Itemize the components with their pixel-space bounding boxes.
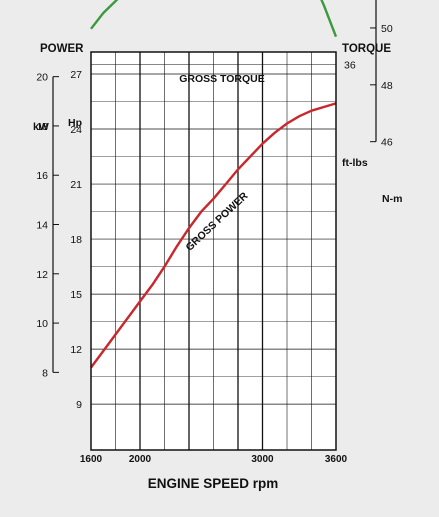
grid-lines [91, 52, 336, 450]
series-label-torque: GROSS TORQUE [179, 73, 265, 85]
ftlbs-axis-label: ft-lbs [342, 157, 368, 169]
kw-tick-label: 8 [42, 367, 48, 379]
kw-tick-label: 20 [36, 72, 48, 84]
hp-tick-label: 24 [70, 124, 82, 136]
hp-tick-label: 27 [70, 69, 82, 81]
ftlbs-tick-label: 36 [344, 59, 356, 71]
nm-axis-label: N-m [382, 193, 402, 205]
kw-tick-label: 12 [36, 269, 48, 281]
hp-tick-label: 12 [70, 344, 82, 356]
nm-tick-label: 48 [381, 80, 393, 92]
power-curve [90, 102, 337, 369]
kw-tick-label: 10 [36, 318, 48, 330]
x-axis-title: ENGINE SPEED rpm [148, 476, 279, 491]
kw-tick-label: 18 [36, 121, 48, 133]
nm-tick-label: 50 [381, 23, 393, 35]
curves [90, 0, 338, 369]
hp-tick-label: 18 [70, 234, 82, 246]
x-tick-label: 3600 [325, 454, 348, 465]
kw-tick-label: 16 [36, 170, 48, 182]
kw-tick-label: 14 [36, 220, 48, 232]
x-tick-label: 1600 [80, 454, 103, 465]
nm-tick-label: 46 [381, 137, 393, 149]
axes: 1600 2000 3000 3600 9 12 15 18 21 24 27 8 10 12 14 16 18… [36, 0, 393, 465]
torque-curve [90, 0, 338, 38]
plot-frame [90, 51, 337, 451]
hp-tick-label: 15 [70, 289, 82, 301]
kw-axis-label: kW [33, 121, 49, 133]
left-header: POWER [40, 43, 84, 55]
x-tick-label: 3000 [251, 454, 274, 465]
hp-tick-label: 9 [76, 399, 82, 411]
x-tick-label: 2000 [129, 454, 152, 465]
hp-axis-label: Hp [68, 117, 82, 129]
hp-tick-label: 21 [70, 179, 82, 191]
right-header: TORQUE [342, 43, 391, 55]
